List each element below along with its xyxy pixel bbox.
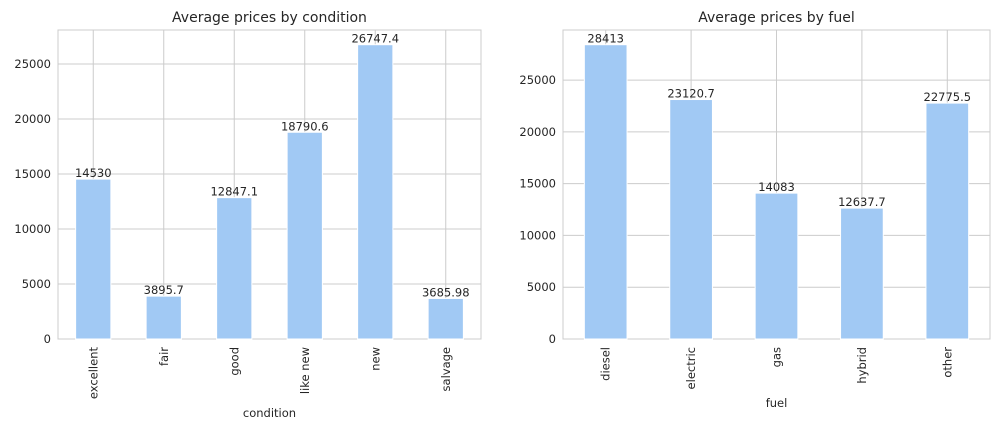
y-tick-label: 20000 (14, 112, 51, 126)
chart-title: Average prices by condition (172, 10, 367, 26)
x-tick-label: other (940, 347, 954, 378)
chart-fuel: Average prices by fuel fuel 0 5000 10000 15… (519, 10, 991, 410)
bar (754, 192, 799, 340)
bar-value-label: 12637.7 (838, 195, 886, 209)
y-tick-label: 25000 (14, 57, 51, 71)
bar-value-label: 14083 (758, 180, 795, 194)
x-tick-label: salvage (439, 347, 453, 391)
y-tick-label: 5000 (527, 280, 556, 294)
x-tick-label: new (368, 347, 382, 371)
x-tick-label: like new (298, 347, 312, 394)
y-tick-label: 0 (549, 332, 556, 346)
bar-value-label: 3895.7 (144, 283, 184, 297)
bar-value-label: 12847.1 (210, 185, 258, 199)
bar-value-label: 18790.6 (281, 119, 329, 133)
y-tick-label: 15000 (519, 177, 556, 191)
bar-value-label: 28413 (587, 32, 624, 46)
y-tick-label: 10000 (519, 228, 556, 242)
y-tick-label: 20000 (519, 125, 556, 139)
chart-title: Average prices by fuel (698, 10, 854, 26)
y-tick-label: 10000 (14, 222, 51, 236)
y-tick-label: 15000 (14, 167, 51, 181)
bar-value-label: 22775.5 (924, 90, 972, 104)
bar (357, 44, 394, 340)
bar (925, 102, 970, 340)
x-axis-label: condition (243, 406, 296, 420)
x-tick-label: hybrid (855, 347, 869, 384)
x-tick-label: excellent (86, 347, 100, 400)
bar-value-label: 23120.7 (667, 87, 715, 101)
plot-frame (57, 29, 482, 340)
bar (427, 297, 464, 340)
bar (286, 131, 323, 340)
bar-value-label: 14530 (75, 166, 112, 180)
bar (75, 178, 112, 340)
bar-value-label: 26747.4 (351, 32, 399, 46)
bar (840, 207, 884, 340)
bar (145, 295, 182, 340)
x-tick-label: gas (770, 347, 784, 367)
x-tick-label: electric (684, 347, 698, 389)
bar (216, 197, 253, 340)
grid (58, 30, 481, 340)
x-tick-label: diesel (599, 347, 613, 381)
x-axis-label: fuel (766, 396, 788, 410)
x-tick-label: fair (157, 347, 171, 366)
x-tick-label: good (227, 347, 241, 376)
bar-value-label: 3685.98 (422, 285, 470, 299)
y-tick-label: 5000 (22, 277, 51, 291)
bar (583, 44, 628, 340)
chart-condition: Average prices by condition condition 0 5… (14, 10, 482, 420)
bar (669, 99, 713, 340)
y-tick-label: 25000 (519, 73, 556, 87)
y-tick-label: 0 (44, 332, 51, 346)
